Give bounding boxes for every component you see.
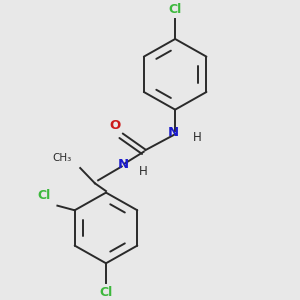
Text: N: N — [118, 158, 129, 171]
Text: CH₃: CH₃ — [52, 153, 71, 163]
Text: H: H — [192, 131, 201, 144]
Text: H: H — [139, 165, 148, 178]
Text: O: O — [109, 119, 120, 132]
Text: Cl: Cl — [169, 3, 182, 16]
Text: Cl: Cl — [38, 189, 51, 202]
Text: Cl: Cl — [99, 286, 112, 299]
Text: N: N — [168, 126, 179, 139]
